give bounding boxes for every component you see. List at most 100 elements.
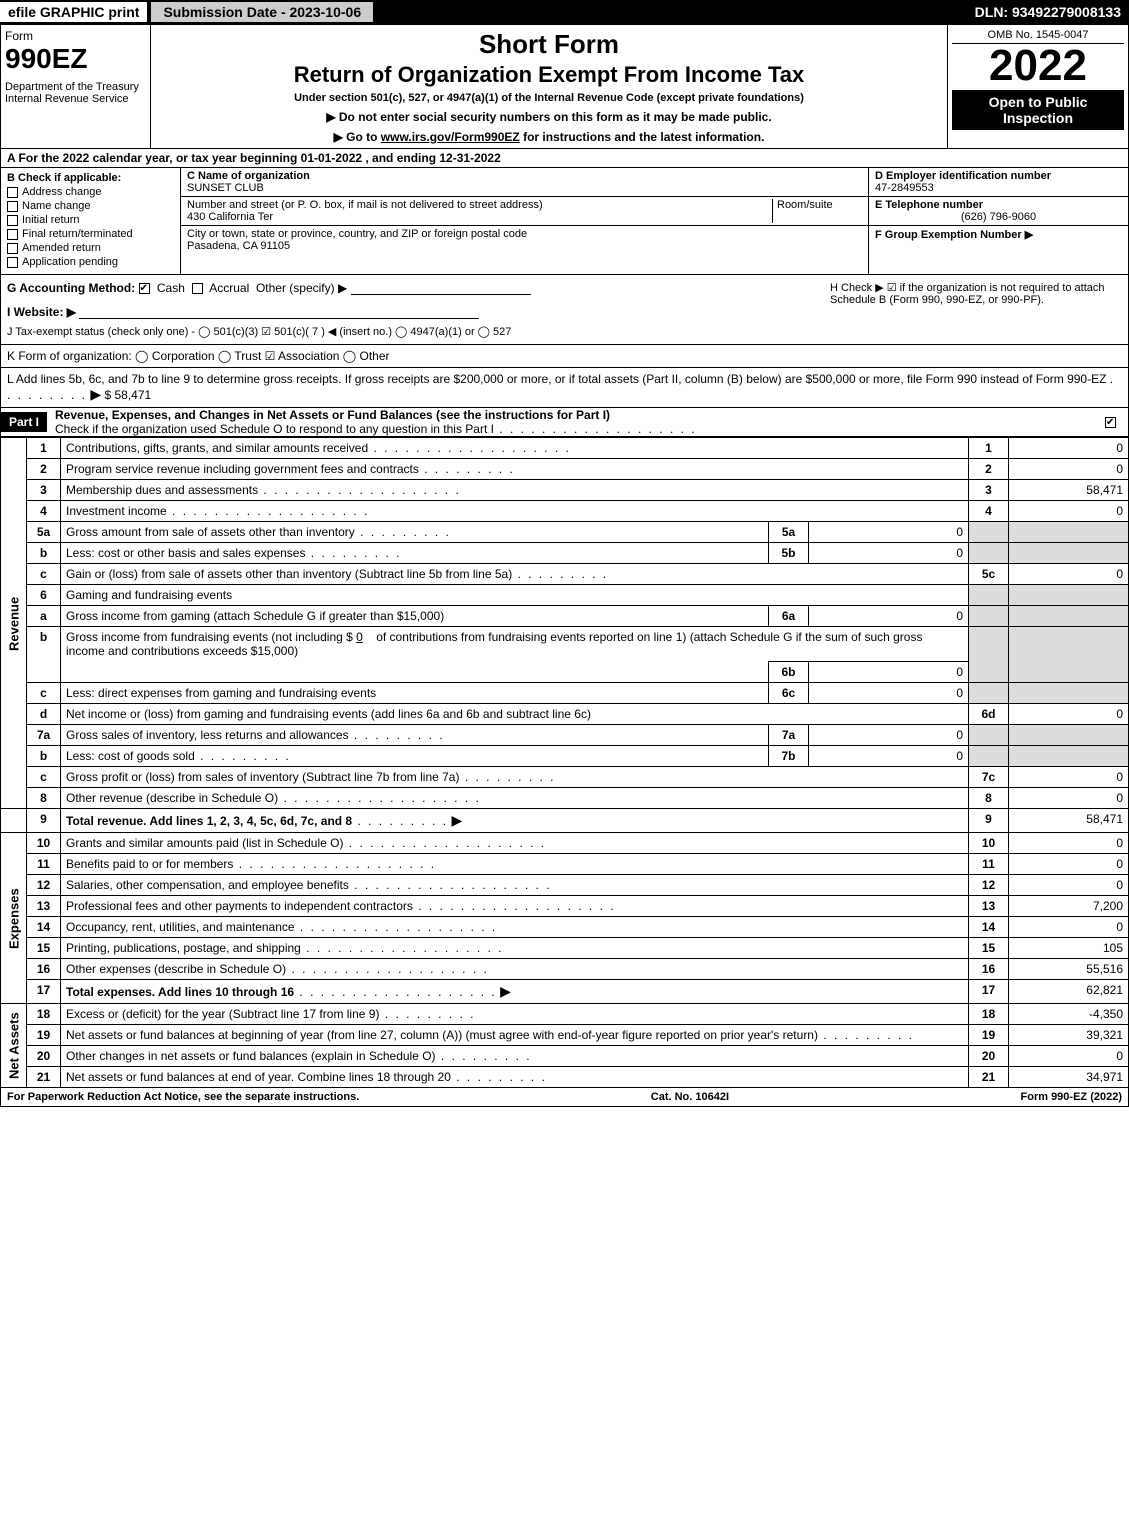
section-a: A For the 2022 calendar year, or tax yea…	[0, 149, 1129, 168]
efile-label: efile GRAPHIC print	[0, 2, 147, 22]
line-2-value: 0	[1009, 459, 1129, 480]
inspection-box: Open to Public Inspection	[952, 90, 1124, 130]
header-right: OMB No. 1545-0047 2022 Open to Public In…	[948, 25, 1128, 148]
accounting-method: G Accounting Method: Cash Accrual Other …	[7, 281, 822, 295]
footer-left: For Paperwork Reduction Act Notice, see …	[7, 1091, 359, 1103]
header-center: Short Form Return of Organization Exempt…	[151, 25, 948, 148]
line-4-value: 0	[1009, 501, 1129, 522]
info-grid: B Check if applicable: Address change Na…	[0, 168, 1129, 275]
tax-exempt-status: J Tax-exempt status (check only one) - ◯…	[7, 325, 822, 338]
city-value: Pasadena, CA 91105	[187, 240, 862, 252]
part-i-check-line: Check if the organization used Schedule …	[55, 422, 494, 436]
line-6b-contrib: 0	[356, 630, 363, 644]
line-11-value: 0	[1009, 854, 1129, 875]
return-title: Return of Organization Exempt From Incom…	[159, 62, 939, 88]
part-i-schedule-o-chk[interactable]	[1105, 417, 1116, 428]
website-row: I Website: ▶	[7, 305, 822, 319]
part-i-badge: Part I	[1, 412, 47, 432]
top-bar: efile GRAPHIC print Submission Date - 20…	[0, 0, 1129, 24]
dept-label: Department of the Treasury Internal Reve…	[5, 81, 146, 105]
line-14-value: 0	[1009, 917, 1129, 938]
instr2-pre: ▶ Go to	[334, 130, 381, 144]
revenue-side-label: Revenue	[1, 438, 27, 809]
line-21-value: 34,971	[1009, 1067, 1129, 1088]
netassets-side-label: Net Assets	[1, 1004, 27, 1088]
group-exemption-label: F Group Exemption Number ▶	[875, 228, 1122, 241]
line-6b-value: 0	[809, 662, 969, 683]
org-name-label: C Name of organization	[187, 170, 862, 182]
row-k: K Form of organization: ◯ Corporation ◯ …	[0, 345, 1129, 368]
row-l-arrow: ▶	[90, 386, 101, 402]
chk-address-change[interactable]: Address change	[7, 186, 174, 198]
room-label: Room/suite	[772, 199, 862, 223]
row-l-value: $ 58,471	[104, 388, 151, 402]
column-def: D Employer identification number 47-2849…	[868, 168, 1128, 274]
chk-initial-return[interactable]: Initial return	[7, 214, 174, 226]
line-9-value: 58,471	[1009, 809, 1129, 833]
header-subtitle: Under section 501(c), 527, or 4947(a)(1)…	[159, 92, 939, 104]
form-number: 990EZ	[5, 43, 146, 75]
part-i-title: Revenue, Expenses, and Changes in Net As…	[47, 408, 1105, 436]
line-6d-value: 0	[1009, 704, 1129, 725]
line-7b-value: 0	[809, 746, 969, 767]
chk-amended-return[interactable]: Amended return	[7, 242, 174, 254]
line-5b-value: 0	[809, 543, 969, 564]
instruction-1: ▶ Do not enter social security numbers o…	[159, 110, 939, 124]
chk-application-pending[interactable]: Application pending	[7, 256, 174, 268]
footer-right: Form 990-EZ (2022)	[1021, 1091, 1123, 1103]
org-name: SUNSET CLUB	[187, 182, 862, 194]
instr2-post: for instructions and the latest informat…	[520, 130, 765, 144]
phone-label: E Telephone number	[875, 199, 1122, 211]
chk-cash[interactable]	[139, 283, 150, 294]
line-6a-value: 0	[809, 606, 969, 627]
line-12-value: 0	[1009, 875, 1129, 896]
short-form-title: Short Form	[159, 29, 939, 60]
line-15-value: 105	[1009, 938, 1129, 959]
line-7c-value: 0	[1009, 767, 1129, 788]
part-i-header: Part I Revenue, Expenses, and Changes in…	[0, 408, 1129, 437]
row-l-text: L Add lines 5b, 6c, and 7b to line 9 to …	[7, 372, 1106, 386]
column-b: B Check if applicable: Address change Na…	[1, 168, 181, 274]
street-label: Number and street (or P. O. box, if mail…	[187, 199, 772, 211]
column-c: C Name of organization SUNSET CLUB Numbe…	[181, 168, 868, 274]
header-left: Form 990EZ Department of the Treasury In…	[1, 25, 151, 148]
form-label: Form	[5, 29, 146, 43]
line-18-value: -4,350	[1009, 1004, 1129, 1025]
submission-date: Submission Date - 2023-10-06	[151, 2, 373, 22]
ein-value: 47-2849553	[875, 182, 1122, 194]
line-8-value: 0	[1009, 788, 1129, 809]
section-h: H Check ▶ ☑ if the organization is not r…	[822, 281, 1122, 338]
line-10-value: 0	[1009, 833, 1129, 854]
line-13-value: 7,200	[1009, 896, 1129, 917]
line-5a-value: 0	[809, 522, 969, 543]
line-19-value: 39,321	[1009, 1025, 1129, 1046]
line-17-value: 62,821	[1009, 980, 1129, 1004]
phone-value: (626) 796-9060	[875, 211, 1122, 223]
lines-table: Revenue 1 Contributions, gifts, grants, …	[0, 437, 1129, 1088]
line-1-value: 0	[1009, 438, 1129, 459]
footer: For Paperwork Reduction Act Notice, see …	[0, 1088, 1129, 1107]
city-label: City or town, state or province, country…	[187, 228, 862, 240]
street-value: 430 California Ter	[187, 211, 772, 223]
tax-year: 2022	[952, 44, 1124, 88]
instruction-2: ▶ Go to www.irs.gov/Form990EZ for instru…	[159, 130, 939, 144]
row-g-h: G Accounting Method: Cash Accrual Other …	[0, 275, 1129, 345]
col-b-title: B Check if applicable:	[7, 172, 174, 184]
irs-link[interactable]: www.irs.gov/Form990EZ	[381, 130, 520, 144]
line-5c-value: 0	[1009, 564, 1129, 585]
other-specify-field[interactable]	[351, 281, 531, 295]
line-20-value: 0	[1009, 1046, 1129, 1067]
footer-mid: Cat. No. 10642I	[359, 1091, 1020, 1103]
line-7a-value: 0	[809, 725, 969, 746]
chk-final-return[interactable]: Final return/terminated	[7, 228, 174, 240]
line-6c-value: 0	[809, 683, 969, 704]
chk-accrual[interactable]	[192, 283, 203, 294]
ein-label: D Employer identification number	[875, 170, 1122, 182]
line-16-value: 55,516	[1009, 959, 1129, 980]
expenses-side-label: Expenses	[1, 833, 27, 1004]
chk-name-change[interactable]: Name change	[7, 200, 174, 212]
form-header: Form 990EZ Department of the Treasury In…	[0, 24, 1129, 149]
website-field[interactable]	[79, 305, 479, 319]
row-l: L Add lines 5b, 6c, and 7b to line 9 to …	[0, 368, 1129, 408]
line-3-value: 58,471	[1009, 480, 1129, 501]
